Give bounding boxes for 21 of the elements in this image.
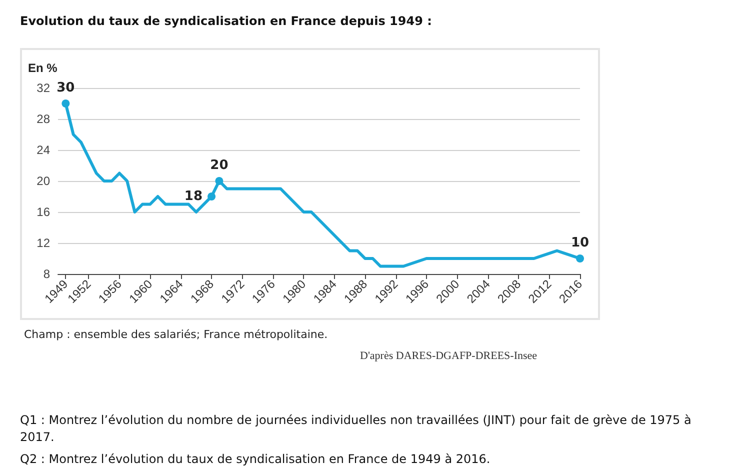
y-tick-label: 8 xyxy=(43,267,50,281)
text: D'après DARES-DGAFP-DREES-Insee xyxy=(360,350,538,362)
text: Champ : ensemble des salariés; France métropolitaine. xyxy=(24,328,328,341)
point xyxy=(208,192,216,200)
y-tick-label: 24 xyxy=(36,143,50,157)
y-tick-label: 12 xyxy=(36,236,50,250)
y-tick-label: 20 xyxy=(36,174,50,188)
data-label: 20 xyxy=(210,158,228,173)
data-label: 18 xyxy=(184,189,203,204)
y-tick-label: 16 xyxy=(36,205,50,219)
data-label: 10 xyxy=(570,236,590,250)
data-label: 30 xyxy=(56,80,75,96)
text: Q1 : Montrez l’évolution du nombre de journées individuelles non travaillées (JINT) pour fait de grève de 1975 à 2017. xyxy=(20,412,692,446)
chart-title: Evolution du taux de syndicalisation en France depuis 1949 : xyxy=(20,14,432,28)
point xyxy=(62,100,70,108)
y-axis-title: En % xyxy=(28,61,58,75)
y-tick-label: 28 xyxy=(36,112,50,126)
y-tick-label: 32 xyxy=(36,81,50,95)
point xyxy=(576,254,584,262)
text: Q2 : Montrez l’évolution du taux de syndicalisation en France de 1949 à 2016. xyxy=(20,452,492,466)
point xyxy=(215,177,224,185)
